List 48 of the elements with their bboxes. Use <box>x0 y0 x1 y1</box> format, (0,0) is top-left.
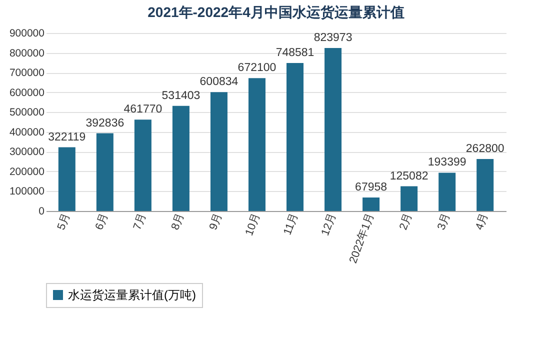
x-tick-label: 10月 <box>243 211 263 238</box>
chart-title: 2021年-2022年4月中国水运货运量累计值 <box>148 4 404 20</box>
x-tick-label: 11月 <box>282 211 301 237</box>
data-label: 461770 <box>124 104 162 116</box>
x-tick-label: 2月 <box>398 211 415 232</box>
bar <box>400 186 418 211</box>
data-label: 193399 <box>428 156 466 169</box>
data-label: 823973 <box>314 32 352 44</box>
bar <box>96 133 114 211</box>
y-tick-label: 900000 <box>9 28 45 40</box>
legend-label: 水运货运量累计值(万吨) <box>68 288 196 302</box>
bar <box>324 48 342 211</box>
data-label: 748581 <box>276 46 314 59</box>
data-label: 322119 <box>48 131 86 144</box>
data-label: 67958 <box>355 182 388 194</box>
x-tick-label: 4月 <box>474 211 491 232</box>
bar <box>476 159 494 211</box>
x-tick-label: 3月 <box>436 211 453 232</box>
bar <box>134 120 152 211</box>
y-tick-label: 500000 <box>9 106 45 119</box>
y-tick-label: 700000 <box>9 67 45 80</box>
x-tick-label: 9月 <box>207 211 225 232</box>
data-label: 600834 <box>200 76 239 88</box>
y-tick-label: 100000 <box>9 186 45 198</box>
x-tick-label: 5月 <box>55 211 73 232</box>
y-tick-label: 200000 <box>9 166 45 178</box>
x-tick-label: 6月 <box>93 211 111 232</box>
data-label: 672100 <box>238 62 276 74</box>
x-tick-label: 7月 <box>131 211 149 232</box>
y-tick-label: 0 <box>38 206 45 218</box>
bar <box>210 92 228 211</box>
bar <box>58 147 76 211</box>
x-tick-label: 8月 <box>169 211 187 232</box>
y-tick-label: 400000 <box>9 126 45 138</box>
data-label: 125082 <box>390 170 428 182</box>
y-tick-label: 800000 <box>9 47 45 60</box>
data-label: 531403 <box>162 90 200 102</box>
bar <box>362 198 380 211</box>
y-tick-label: 300000 <box>9 146 45 158</box>
data-label: 392836 <box>86 117 124 130</box>
data-label: 262800 <box>466 143 504 156</box>
y-tick-label: 600000 <box>9 86 45 99</box>
bar <box>172 106 190 211</box>
bar <box>248 78 266 211</box>
bar <box>438 172 456 211</box>
x-tick-label: 2022年1月 <box>347 211 377 265</box>
x-tick-label: 12月 <box>319 211 339 238</box>
bar <box>286 62 304 211</box>
